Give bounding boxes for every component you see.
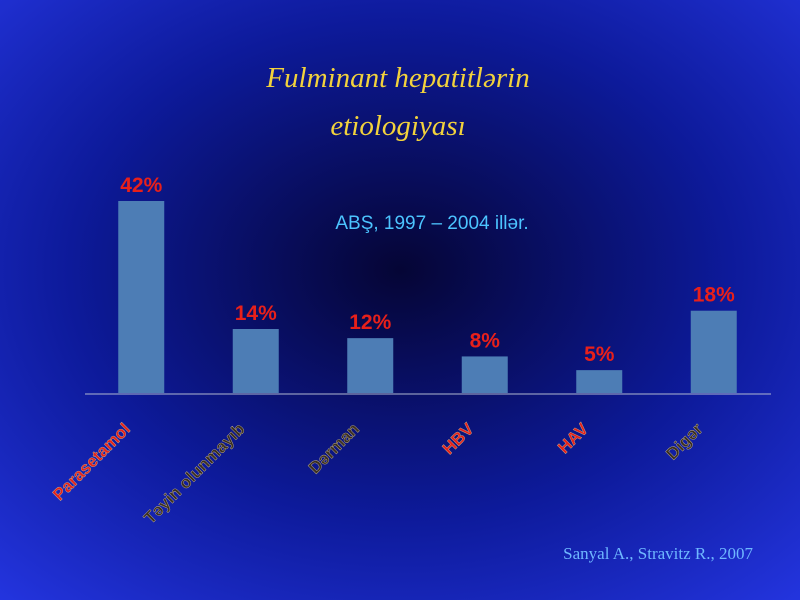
bar — [347, 338, 394, 393]
source: Sanyal A., Stravitz R., 2007 — [563, 544, 753, 563]
bar — [118, 201, 165, 393]
bar — [232, 329, 279, 393]
bar — [461, 356, 508, 393]
value-label: 8% — [470, 329, 501, 352]
bar — [576, 370, 623, 393]
chart-title: Fulminant hepatitlərin — [265, 62, 529, 94]
value-label: 12% — [349, 311, 391, 334]
value-label: 14% — [235, 302, 277, 325]
value-label: 42% — [120, 174, 162, 197]
value-label: 18% — [693, 284, 735, 307]
subtitle: ABŞ, 1997 – 2004 illər. — [335, 213, 528, 234]
chart-title: etiologiyası — [330, 110, 465, 142]
value-label: 5% — [584, 343, 615, 366]
bar — [690, 310, 737, 393]
